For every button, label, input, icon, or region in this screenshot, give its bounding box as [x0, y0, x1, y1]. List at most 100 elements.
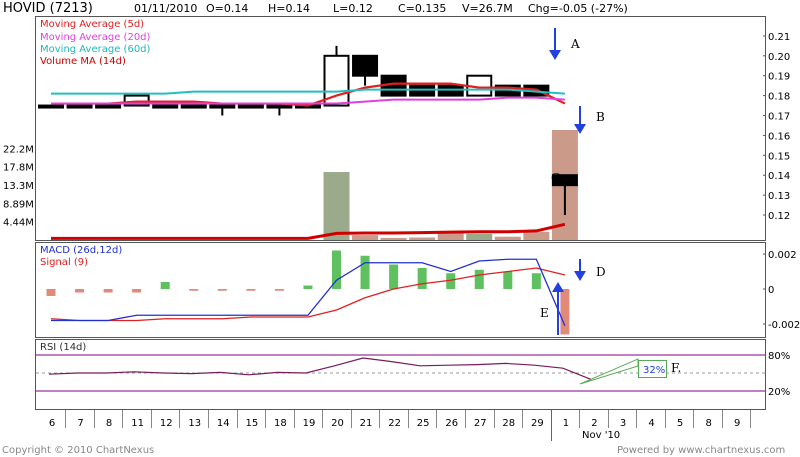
volume-bar — [380, 237, 407, 240]
legend-rsi: RSI (14d) — [40, 342, 86, 353]
x-tick-label: 14 — [217, 418, 230, 429]
price-legend: Moving Average (5d) Moving Average (20d)… — [40, 19, 151, 67]
x-tick-label: 29 — [531, 418, 544, 429]
candle-layer — [38, 45, 578, 215]
candle-body — [38, 104, 64, 109]
close-label: C=0.135 — [398, 2, 446, 15]
macd-histogram-bar — [246, 289, 256, 291]
candle-body — [551, 174, 578, 187]
price-tick-label: 0.21 — [768, 32, 790, 43]
macd-tick-label: -0.002 — [768, 320, 800, 331]
macd-histogram-bar — [75, 289, 85, 293]
volume-bar — [437, 231, 464, 240]
candle-body — [66, 104, 93, 109]
rsi-callout-value: 32% — [643, 365, 665, 376]
volume-bar — [352, 235, 379, 240]
candle-body — [266, 104, 293, 109]
x-tick-label: 9 — [734, 418, 740, 429]
candle-body — [237, 104, 264, 109]
macd-line — [51, 258, 566, 327]
macd-histogram-bar — [274, 289, 284, 291]
volume-bar — [523, 231, 550, 240]
x-tick-label: 1 — [563, 418, 569, 429]
date-label: 01/11/2010 — [134, 2, 197, 15]
x-tick-label: 7 — [77, 418, 83, 429]
price-tick-label: 0.12 — [768, 211, 790, 222]
candle-body — [95, 104, 122, 109]
rsi-line — [48, 357, 592, 381]
candle-body — [180, 104, 207, 109]
x-tick-label: 13 — [188, 418, 201, 429]
annotation-c: C — [551, 171, 560, 185]
macd-tick-label: 0.002 — [768, 250, 797, 261]
volume-bar — [494, 236, 521, 240]
candle-body — [352, 54, 379, 77]
macd-histogram-bar — [360, 255, 370, 289]
macd-tick-label: 0 — [768, 285, 774, 296]
arrow-b-icon — [574, 106, 586, 134]
arrow-e-icon — [552, 282, 564, 335]
price-tick-label: 0.18 — [768, 92, 790, 103]
x-tick-label: 12 — [160, 418, 173, 429]
annotation-b: B — [596, 110, 605, 124]
macd-histogram-bar — [474, 269, 484, 289]
x-tick-label: 26 — [445, 418, 458, 429]
copyright-text: Copyright © 2010 ChartNexus — [2, 445, 154, 456]
x-tick-label: 3 — [620, 418, 626, 429]
annotation-e: E — [540, 306, 549, 320]
open-label: O=0.14 — [206, 2, 248, 15]
x-tick-label: 8 — [705, 418, 711, 429]
line-layer — [48, 82, 592, 381]
ma20-line — [51, 96, 565, 105]
annotations: A B C D E 32% F. — [540, 28, 681, 385]
macd-histogram-bar — [332, 250, 341, 289]
macd-histogram-bar — [560, 289, 570, 335]
legend-volume-ma: Volume MA (14d) — [40, 56, 126, 67]
macd-histogram-bar — [103, 289, 113, 293]
volume-tick-label: 8.89M — [3, 199, 34, 210]
macd-panel-frame — [35, 242, 766, 338]
x-tick-label: 28 — [502, 418, 515, 429]
price-tick-label: 0.13 — [768, 191, 790, 202]
legend-ma20: Moving Average (20d) — [40, 32, 151, 43]
header-bar: HOVID (7213) 01/11/2010 O=0.14 H=0.14 L=… — [3, 1, 628, 16]
x-tick-label: 15 — [245, 418, 258, 429]
ma60-line — [51, 88, 565, 95]
tick-layer: 6 7 8 11 12 13 14 15 18 19 20 21 22 25 26 27 28 29 1 2 3 4 5 8 9… — [3, 32, 800, 429]
macd-histogram-bar — [446, 273, 456, 289]
volume-tick-label: 13.3M — [3, 181, 34, 192]
macd-histogram-bar — [531, 273, 541, 289]
x-tick-label: 19 — [303, 418, 316, 429]
candle-body — [209, 104, 236, 109]
macd-histogram-bar — [46, 289, 56, 296]
x-tick-label: 5 — [677, 418, 683, 429]
macd-histogram-bar — [189, 289, 199, 291]
volume-ma-line — [51, 222, 566, 240]
x-tick-label: 2 — [591, 418, 597, 429]
signal-line — [50, 267, 566, 322]
macd-histogram-bar — [160, 282, 170, 289]
volume-bar — [323, 172, 350, 240]
legend-macd: MACD (26d,12d) — [40, 245, 122, 256]
annotation-d: D — [596, 265, 606, 279]
x-tick-label: 20 — [331, 418, 344, 429]
volume-bar — [466, 233, 493, 240]
price-tick-label: 0.19 — [768, 72, 790, 83]
rsi-legend: RSI (14d) — [40, 342, 86, 353]
macd-histogram-bar — [417, 268, 427, 289]
arrow-d-icon — [574, 259, 586, 281]
rsi-callout: 32% — [579, 358, 667, 385]
price-tick-label: 0.16 — [768, 131, 790, 142]
volume-tick-label: 22.2M — [3, 145, 34, 156]
legend-signal: Signal (9) — [40, 257, 88, 268]
volume-bar — [409, 237, 436, 240]
volume-tick-label: 17.8M — [3, 163, 34, 174]
macd-histogram-bar — [303, 285, 313, 289]
x-tick-label: 25 — [417, 418, 430, 429]
x-tick-label: 27 — [474, 418, 487, 429]
price-tick-label: 0.20 — [768, 52, 790, 63]
candle-body — [152, 104, 179, 109]
macd-histogram-bar — [217, 289, 227, 291]
x-tick-label: 21 — [360, 418, 373, 429]
